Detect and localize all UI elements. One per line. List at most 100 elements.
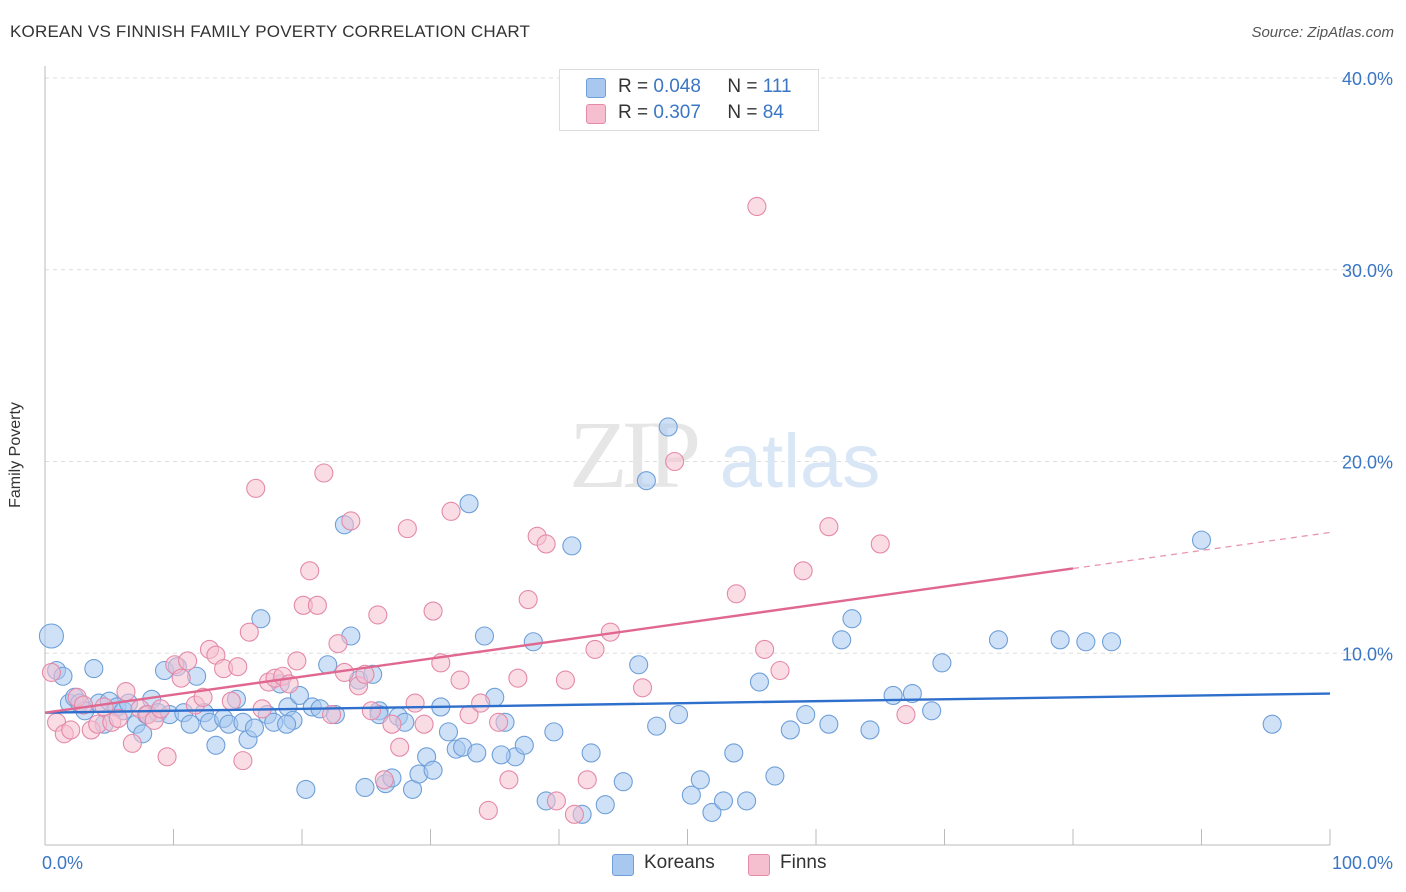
- korean-point: [438, 722, 459, 742]
- korean-point: [702, 802, 722, 822]
- source-label: Source: ZipAtlas.com: [1251, 24, 1394, 41]
- finn-point: [397, 519, 417, 539]
- r-label: R =: [618, 102, 649, 123]
- korean-point: [474, 626, 495, 646]
- korean-point: [636, 471, 656, 491]
- bottom-legend-finns: Finns: [748, 852, 848, 876]
- finn-point: [390, 737, 410, 757]
- finn-point: [585, 639, 605, 659]
- korean-point: [647, 716, 667, 736]
- finn-point: [246, 478, 266, 498]
- y-tick-label: 40.0%: [1342, 69, 1393, 89]
- finn-point: [239, 622, 259, 642]
- n-label: N =: [727, 102, 758, 123]
- finn-point: [341, 511, 361, 531]
- korean-point: [544, 722, 564, 742]
- finn-point: [564, 804, 584, 824]
- finn-point: [41, 662, 61, 682]
- korean-point: [819, 714, 839, 734]
- finn-point: [328, 634, 348, 654]
- finn-point: [508, 668, 528, 688]
- finns-legend-swatch: [748, 854, 770, 876]
- korean-point: [523, 632, 543, 652]
- korean-point: [842, 609, 862, 629]
- koreans-legend-swatch: [612, 854, 634, 876]
- korean-point: [902, 683, 922, 704]
- korean-point: [459, 494, 479, 514]
- finn-point: [178, 651, 198, 671]
- grid-lines: [45, 77, 1392, 654]
- finns-trend-line: [44, 567, 1074, 714]
- finn-point: [382, 714, 402, 734]
- korean-point: [713, 791, 734, 811]
- y-tick-label: 30.0%: [1342, 261, 1393, 281]
- koreans-swatch: [586, 78, 606, 98]
- korean-point: [514, 735, 534, 755]
- bottom-legend-koreans: Koreans: [612, 852, 732, 876]
- watermark-zip: ZIP: [569, 401, 698, 508]
- finn-point: [726, 584, 746, 604]
- n-value-koreans: 111: [762, 76, 792, 97]
- finn-point: [478, 800, 498, 821]
- korean-point: [581, 743, 601, 763]
- korean-point: [932, 653, 952, 673]
- korean-point: [562, 536, 582, 556]
- korean-point: [796, 705, 816, 725]
- korean-point: [629, 655, 649, 675]
- finn-point: [414, 714, 434, 734]
- finn-point: [228, 657, 248, 677]
- korean-point: [84, 659, 104, 679]
- watermark-atlas: atlas: [720, 419, 881, 504]
- finn-point: [157, 747, 177, 767]
- korean-point: [988, 630, 1009, 650]
- korean-point: [883, 685, 903, 705]
- korean-point: [668, 705, 689, 725]
- n-label: N =: [727, 76, 758, 97]
- korean-point: [613, 772, 633, 792]
- r-value-koreans: 0.048: [653, 76, 701, 97]
- finn-point: [632, 678, 653, 698]
- koreans-points: [38, 417, 1282, 824]
- finn-point: [171, 668, 191, 688]
- finn-point: [546, 791, 566, 811]
- correlation-legend: R = 0.048 N = 111 R = 0.307 N = 84: [559, 69, 819, 131]
- finn-point: [368, 605, 388, 625]
- korean-point: [832, 630, 852, 650]
- korean-point: [467, 743, 487, 763]
- finn-point: [355, 664, 375, 684]
- korean-point: [724, 743, 744, 763]
- finn-point: [405, 693, 425, 713]
- finn-point: [755, 639, 775, 659]
- finn-point: [423, 601, 443, 621]
- finn-point: [374, 770, 394, 790]
- korean-point: [749, 672, 770, 692]
- koreans-trend-line: [44, 692, 1331, 714]
- finn-point: [499, 770, 519, 790]
- y-tick-label: 10.0%: [1342, 644, 1393, 664]
- tick-labels: 10.0% 20.0% 30.0% 40.0% 0.0% 100.0%: [42, 69, 1393, 873]
- korean-point: [780, 720, 800, 740]
- r-value-finns: 0.307: [653, 102, 701, 123]
- finn-point: [287, 651, 307, 671]
- korean-point: [1102, 632, 1122, 652]
- korean-point: [296, 779, 316, 799]
- finns-legend-label: Finns: [780, 852, 827, 873]
- finn-point: [300, 561, 320, 581]
- finn-point: [108, 708, 128, 728]
- finn-point: [307, 595, 327, 615]
- korean-point: [277, 714, 297, 734]
- x-tick-label: 0.0%: [42, 853, 83, 873]
- x-tick-label: 100.0%: [1332, 853, 1393, 873]
- finn-point: [450, 670, 470, 690]
- finn-point: [555, 670, 575, 690]
- finn-point: [896, 705, 916, 725]
- finn-point: [151, 699, 171, 719]
- finn-point: [518, 590, 538, 610]
- finn-point: [665, 451, 685, 472]
- korean-point: [206, 735, 226, 755]
- korean-point: [244, 718, 265, 738]
- finn-point: [221, 691, 241, 711]
- korean-point: [491, 745, 511, 765]
- finn-point: [536, 534, 556, 554]
